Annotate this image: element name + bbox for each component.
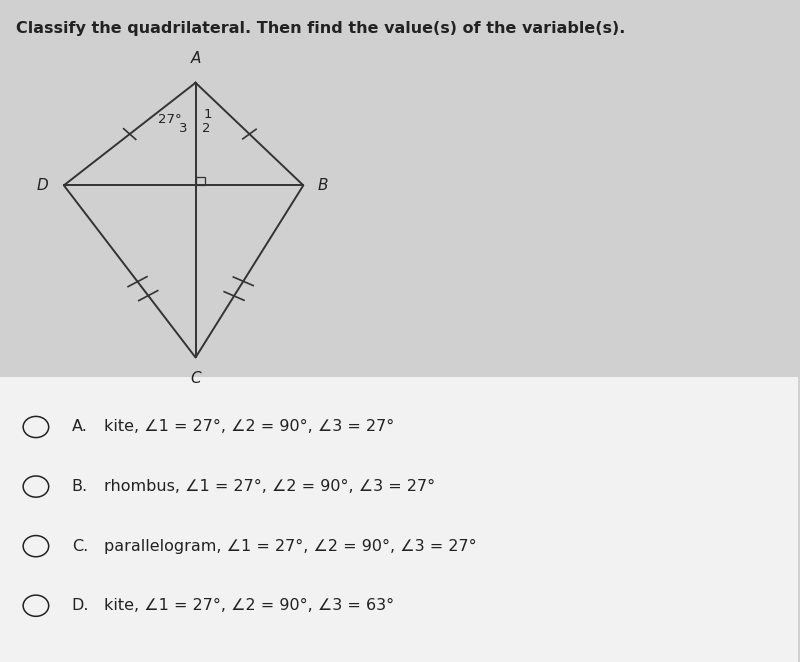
Text: kite, ∠1 = 27°, ∠2 = 90°, ∠3 = 63°: kite, ∠1 = 27°, ∠2 = 90°, ∠3 = 63°	[104, 598, 394, 613]
Text: C: C	[190, 371, 201, 386]
Text: 27°: 27°	[158, 113, 181, 126]
Text: A: A	[190, 51, 201, 66]
Polygon shape	[0, 377, 798, 662]
Text: 3: 3	[179, 122, 187, 136]
Text: B: B	[318, 178, 328, 193]
Text: D.: D.	[72, 598, 90, 613]
Text: rhombus, ∠1 = 27°, ∠2 = 90°, ∠3 = 27°: rhombus, ∠1 = 27°, ∠2 = 90°, ∠3 = 27°	[104, 479, 435, 494]
Text: parallelogram, ∠1 = 27°, ∠2 = 90°, ∠3 = 27°: parallelogram, ∠1 = 27°, ∠2 = 90°, ∠3 = …	[104, 539, 476, 553]
Text: Classify the quadrilateral. Then find the value(s) of the variable(s).: Classify the quadrilateral. Then find th…	[16, 21, 626, 36]
Text: A.: A.	[72, 420, 88, 434]
Text: 2: 2	[202, 122, 210, 136]
Text: C.: C.	[72, 539, 88, 553]
Text: B.: B.	[72, 479, 88, 494]
Text: D: D	[36, 178, 48, 193]
Text: kite, ∠1 = 27°, ∠2 = 90°, ∠3 = 27°: kite, ∠1 = 27°, ∠2 = 90°, ∠3 = 27°	[104, 420, 394, 434]
Text: 1: 1	[203, 108, 212, 121]
